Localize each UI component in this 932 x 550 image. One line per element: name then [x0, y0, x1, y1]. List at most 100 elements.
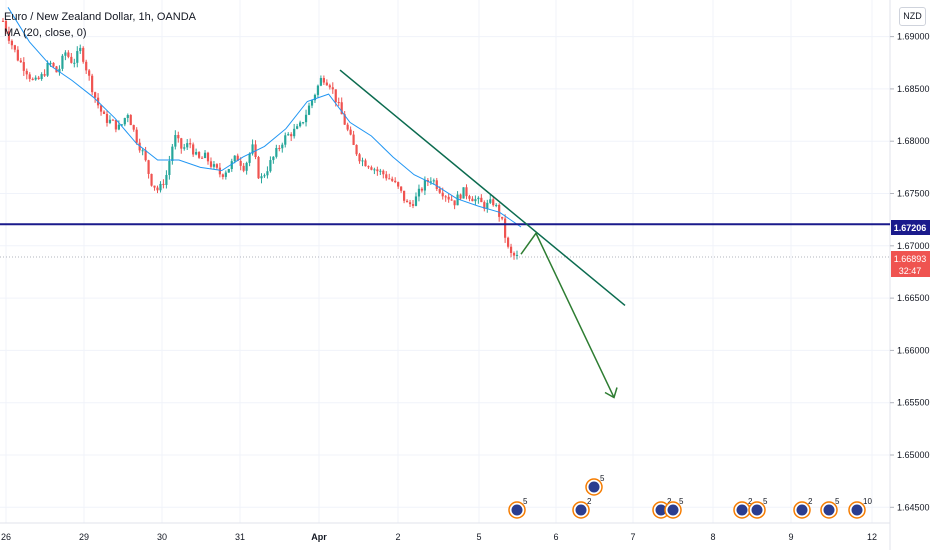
candle-body — [423, 180, 426, 191]
candle-body — [10, 40, 14, 46]
candle-body — [85, 61, 88, 71]
last-price-label: 1.66893 — [894, 254, 927, 264]
economic-event-marker[interactable]: 5 — [820, 497, 840, 519]
candle-body — [58, 68, 61, 73]
candle-body — [168, 160, 171, 175]
y-tick-label: 1.69000 — [897, 32, 930, 42]
candle-body — [49, 62, 52, 64]
candle-body — [153, 185, 156, 188]
candle-body — [73, 62, 76, 64]
economic-event-marker[interactable]: 2 — [572, 497, 592, 519]
event-markers[interactable]: 5 252 5 2 5 2 5 10 — [508, 474, 872, 519]
last-price-tag — [891, 251, 930, 277]
economic-event-marker[interactable]: 10 — [848, 497, 872, 519]
candle-body — [367, 166, 370, 168]
x-tick-label: 6 — [553, 532, 558, 542]
candle-body — [165, 174, 168, 185]
candle-body — [370, 167, 373, 170]
candle-body — [108, 119, 112, 123]
event-count: 2 — [667, 497, 672, 506]
currency-badge[interactable]: NZD — [899, 7, 926, 26]
projection-arrow[interactable] — [520, 231, 615, 398]
flag-icon — [575, 504, 587, 516]
candle-body — [40, 74, 43, 80]
support-price-label: 1.67206 — [894, 223, 927, 233]
candle-body — [195, 152, 198, 155]
x-tick-label: 9 — [788, 532, 793, 542]
economic-event-marker[interactable]: 5 — [585, 474, 605, 496]
candle-body — [382, 170, 385, 175]
candle-body — [19, 60, 22, 63]
candle-body — [444, 196, 447, 198]
candle-body — [515, 254, 519, 256]
candle-body — [227, 168, 230, 173]
economic-event-marker[interactable]: 5 — [748, 497, 768, 519]
candle-body — [388, 178, 391, 180]
candle-body — [192, 144, 195, 155]
candle-body — [325, 82, 328, 86]
economic-event-marker[interactable]: 2 — [733, 497, 753, 519]
candle-body — [177, 135, 180, 139]
flag-icon — [511, 504, 523, 516]
candle-body — [260, 176, 263, 179]
candle-body — [4, 21, 8, 32]
candle-body — [373, 169, 376, 171]
candle-body — [64, 52, 67, 56]
candle-body — [209, 161, 213, 167]
candle-body — [218, 167, 221, 175]
candle-body — [25, 70, 28, 75]
candle-body — [512, 253, 516, 256]
candle-body — [1, 20, 5, 22]
x-tick-label: 12 — [867, 532, 877, 542]
candle-body — [293, 128, 296, 137]
candle-body — [290, 134, 293, 137]
candle-body — [215, 164, 219, 168]
candle-body — [310, 100, 314, 106]
candle-body — [144, 150, 147, 161]
candle-body — [322, 78, 325, 83]
candle-body — [304, 114, 308, 123]
candle-body — [242, 165, 245, 171]
candle-body — [355, 144, 358, 155]
candle-body — [307, 105, 311, 115]
descending-trendline[interactable] — [339, 69, 626, 307]
candle-body — [221, 174, 224, 177]
x-tick-label: 26 — [1, 532, 11, 542]
candle-body — [224, 172, 227, 177]
candle-body — [346, 124, 349, 130]
candle-body — [150, 173, 153, 186]
economic-event-marker[interactable]: 5 — [508, 497, 528, 519]
candle-body — [278, 147, 281, 149]
candle-body — [486, 202, 489, 209]
candle-body — [441, 192, 444, 197]
economic-event-marker[interactable]: 5 — [664, 497, 684, 519]
candle-body — [483, 202, 486, 209]
candle-body — [402, 190, 406, 201]
economic-event-marker[interactable]: 2 — [793, 497, 813, 519]
candle-body — [495, 204, 498, 206]
y-tick-label: 1.68000 — [897, 136, 930, 146]
candle-body — [447, 196, 450, 200]
y-tick-label: 1.65000 — [897, 450, 930, 460]
chart-title: Euro / New Zealand Dollar, 1h, OANDA — [4, 11, 196, 23]
candle-body — [281, 144, 284, 149]
flag-icon — [667, 504, 679, 516]
x-tick-label: 2 — [395, 532, 400, 542]
candle-body — [492, 199, 495, 206]
flag-icon — [796, 504, 808, 516]
candle-body — [22, 62, 25, 71]
candle-body — [420, 188, 424, 191]
event-count: 5 — [763, 497, 768, 506]
candle-body — [16, 49, 19, 61]
candle-body — [411, 204, 415, 206]
flag-icon — [588, 481, 600, 493]
candle-body — [171, 146, 174, 161]
candle-body — [456, 194, 459, 206]
indicator-legend[interactable]: MA (20, close, 0) — [4, 27, 87, 39]
moving-average-line — [7, 7, 522, 228]
candle-body — [156, 187, 159, 191]
x-tick-label: 5 — [476, 532, 481, 542]
x-tick-label: 30 — [157, 532, 167, 542]
candle-body — [132, 125, 135, 130]
